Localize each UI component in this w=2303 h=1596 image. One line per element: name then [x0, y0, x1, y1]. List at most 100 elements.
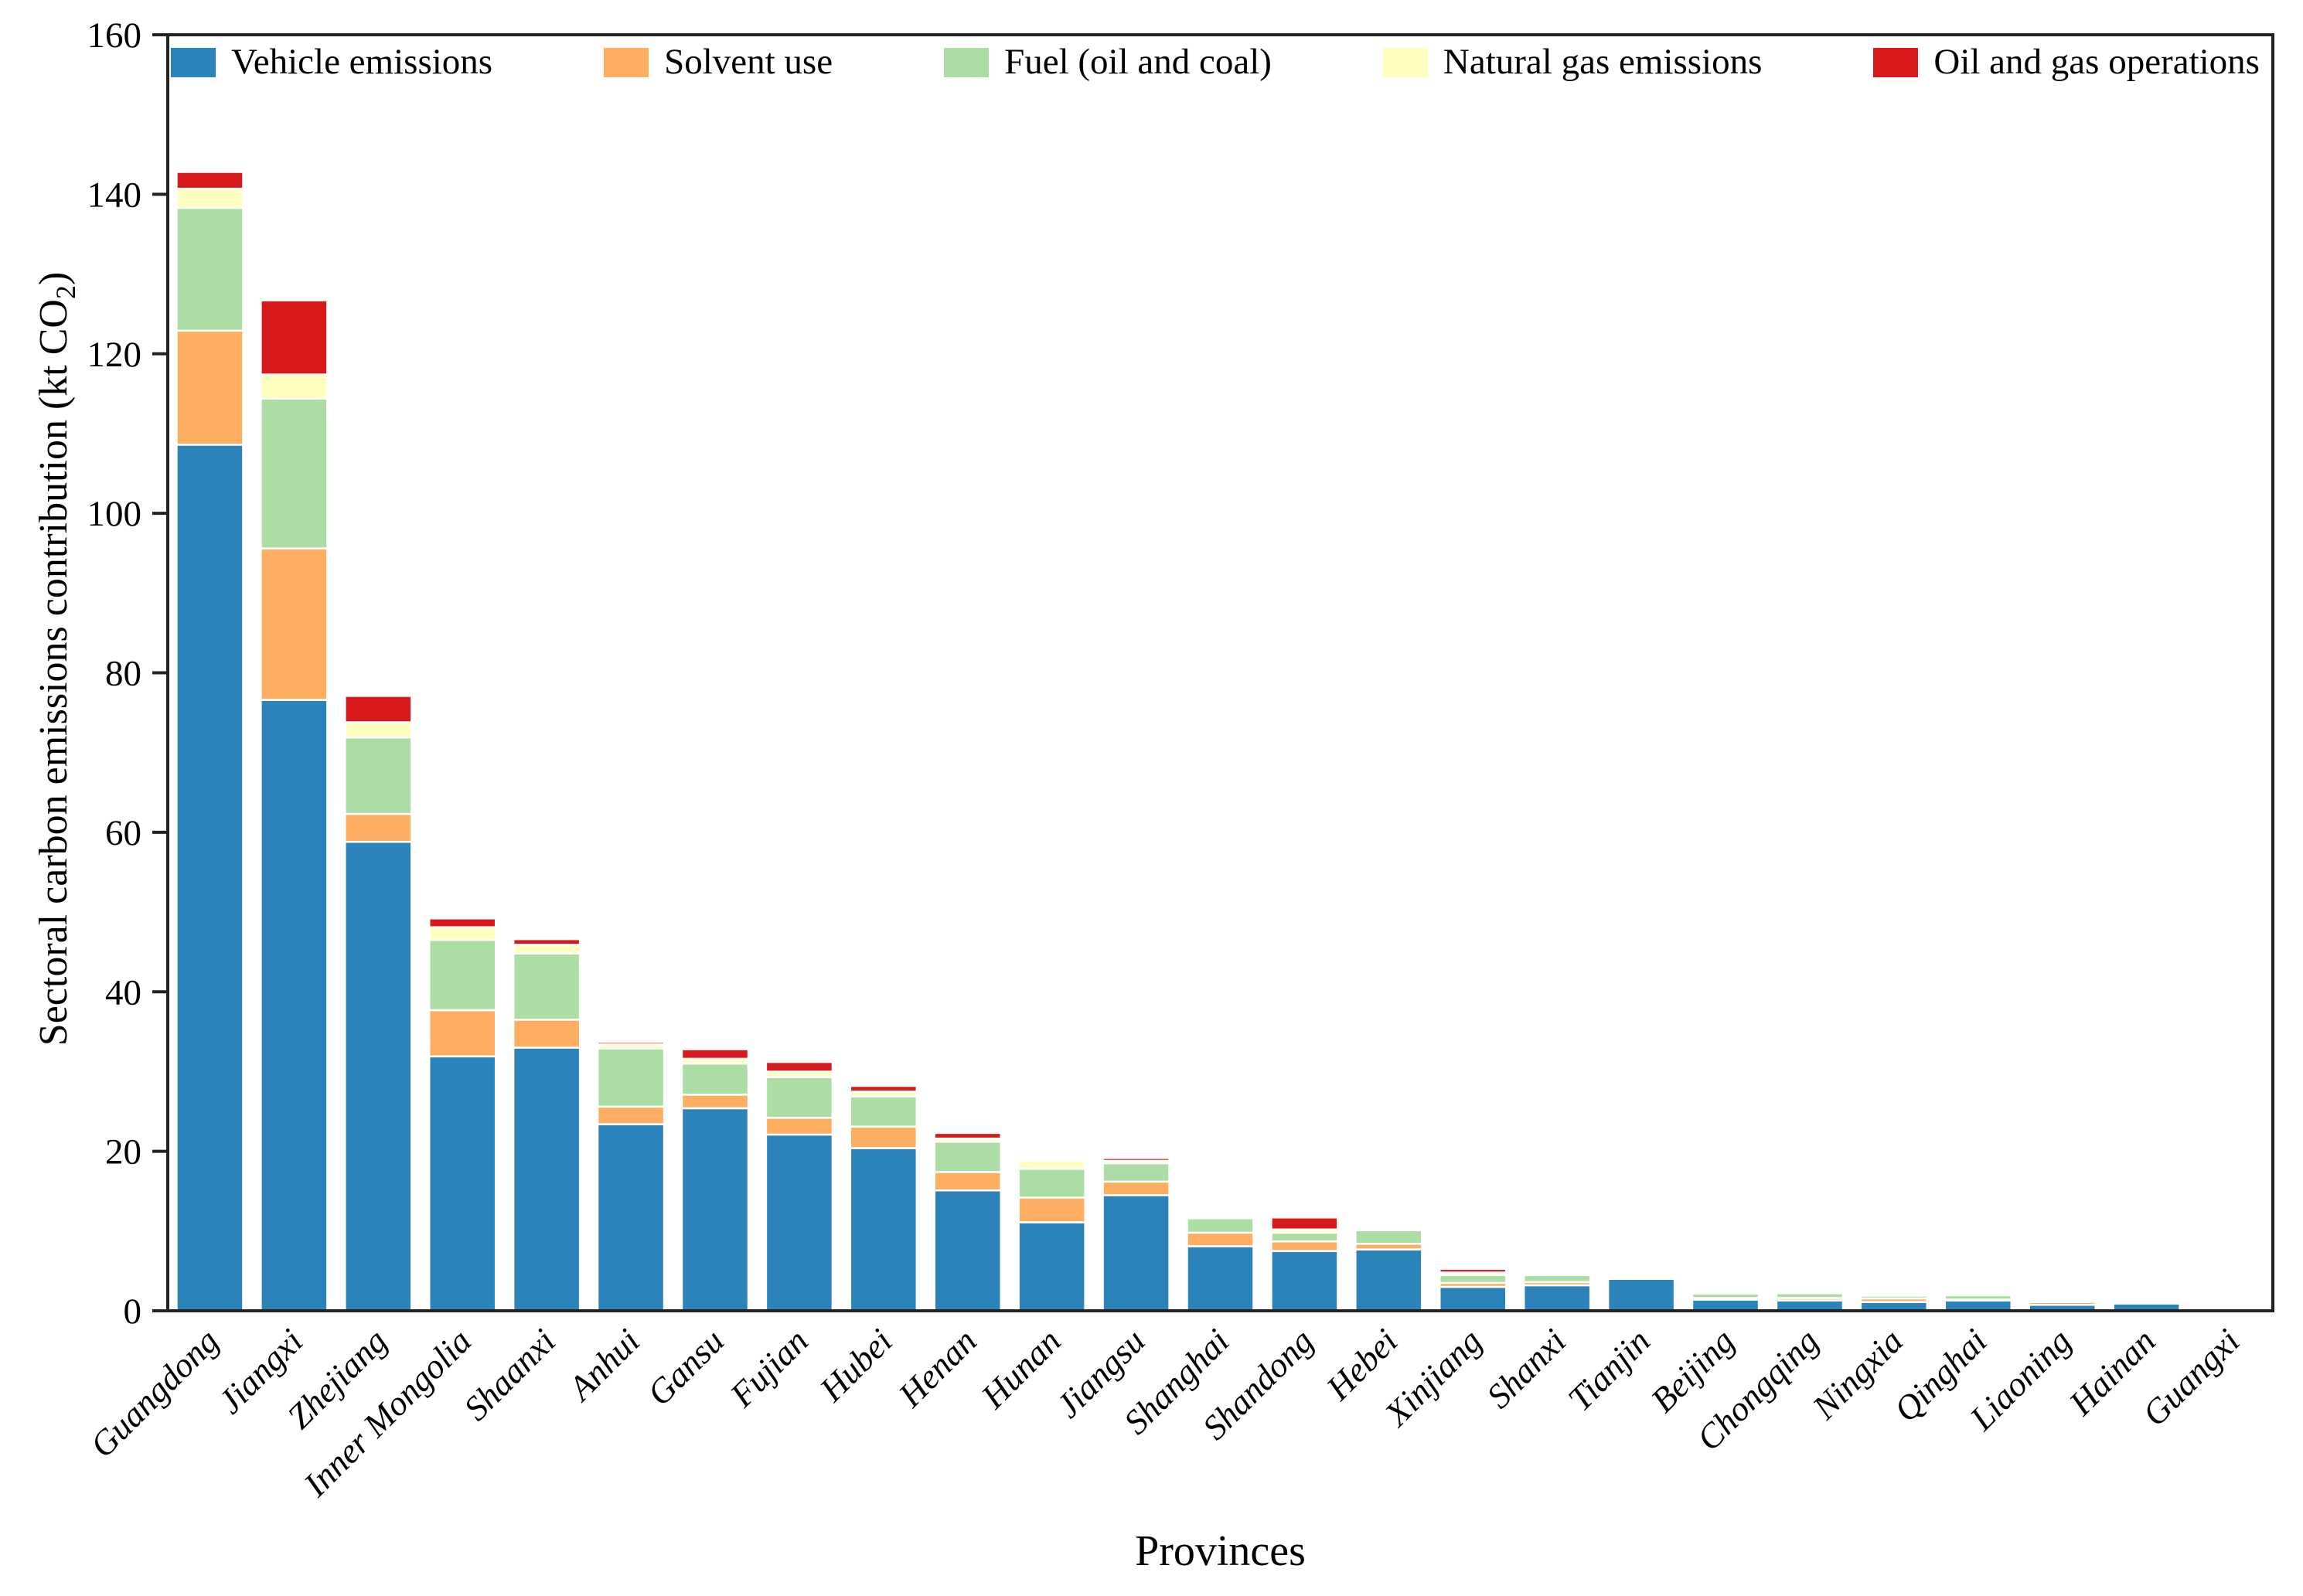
bar-segment — [260, 299, 329, 376]
bar-segment — [1017, 1159, 1086, 1170]
legend-label: Oil and gas operations — [1933, 42, 2260, 82]
bar-chongqing — [1775, 1292, 1845, 1312]
x-tick-label: Shanxi — [1479, 1322, 1573, 1416]
bar-segment — [680, 1062, 750, 1096]
bar-segment — [765, 1076, 834, 1119]
bar-segment — [428, 926, 497, 941]
bar-inner-mongolia — [428, 917, 497, 1312]
bar-segment — [1439, 1274, 1508, 1285]
x-tick-label: Shaanxi — [456, 1322, 563, 1428]
bar-segment — [933, 1189, 1002, 1312]
bar-guangdong — [175, 171, 244, 1312]
bar-segment — [1522, 1274, 1592, 1284]
bar-segment — [428, 1009, 497, 1058]
bar-segment — [596, 1105, 666, 1125]
bar-shanghai — [1186, 1217, 1255, 1312]
bar-segment — [428, 1055, 497, 1312]
legend-item-fuel-oil-and-coal-: Fuel (oil and coal) — [944, 44, 1272, 80]
bar-segment — [1102, 1162, 1170, 1183]
bar-segment — [428, 938, 497, 1012]
bar-jiangsu — [1102, 1157, 1170, 1312]
bar-segment — [260, 547, 329, 701]
bar-segment — [1944, 1294, 2013, 1301]
bar-gansu — [680, 1048, 750, 1312]
bar-segment — [428, 917, 497, 928]
bar-segment — [680, 1107, 750, 1312]
y-axis-title-suffix: ) — [31, 271, 76, 286]
bar-segment — [765, 1060, 834, 1073]
bar-segment — [765, 1133, 834, 1312]
bar-xinjiang — [1439, 1268, 1508, 1312]
chart-legend: Vehicle emissions Solvent use Fuel (oil an… — [171, 44, 2260, 80]
legend-label: Fuel (oil and coal) — [1004, 42, 1272, 82]
y-tick-label: 80 — [105, 654, 141, 694]
bar-segment — [1691, 1291, 1760, 1295]
bar-tianjin — [1606, 1273, 1676, 1312]
x-tick-label: Henan — [891, 1322, 984, 1415]
bar-segment — [512, 938, 581, 946]
y-tick-label: 120 — [87, 335, 142, 375]
bar-segment — [849, 1147, 918, 1312]
legend-swatch-icon — [171, 47, 216, 77]
bar-segment — [1775, 1292, 1845, 1299]
bar-segment — [2112, 1301, 2181, 1305]
legend-swatch-icon — [604, 47, 649, 77]
y-axis-title-subscript: 2 — [50, 285, 82, 300]
bar-segment — [512, 952, 581, 1021]
legend-item-natural-gas-emissions: Natural gas emissions — [1382, 44, 1762, 80]
bar-segment — [260, 397, 329, 550]
bar-segment — [1270, 1240, 1339, 1252]
bar-segment — [175, 444, 244, 1312]
y-axis-title-text: Sectoral carbon emissions contribution (… — [31, 299, 76, 1046]
bar-segment — [1439, 1285, 1508, 1312]
bar-segment — [1102, 1194, 1170, 1312]
bar-segment — [1354, 1229, 1423, 1245]
bar-zhejiang — [344, 695, 413, 1312]
y-axis-title: Sectoral carbon emissions contribution (… — [31, 272, 82, 1046]
x-tick-label: Ningxia — [1804, 1322, 1910, 1428]
bar-segment — [1439, 1268, 1508, 1274]
y-tick-label: 20 — [105, 1132, 141, 1172]
bar-segment — [849, 1095, 918, 1128]
bar-segment — [344, 721, 413, 739]
x-tick-label: Anhui — [560, 1322, 647, 1409]
bar-segment — [1186, 1245, 1255, 1312]
bar-segment — [175, 329, 244, 446]
bar-liaoning — [2028, 1300, 2097, 1312]
x-tick-label: Fujian — [722, 1322, 816, 1415]
bar-segment — [1775, 1299, 1845, 1312]
bar-segment — [512, 1019, 581, 1049]
bar-segment — [344, 736, 413, 815]
legend-item-oil-and-gas-operations: Oil and gas operations — [1873, 44, 2260, 80]
legend-swatch-icon — [944, 47, 990, 77]
bar-segment — [1522, 1284, 1592, 1312]
bar-segment — [1186, 1231, 1255, 1247]
x-tick-label: Guangdong — [83, 1322, 227, 1465]
y-tick-label: 60 — [105, 813, 141, 853]
bar-jiangxi — [260, 299, 329, 1312]
bar-segment — [765, 1117, 834, 1136]
bar-segment — [933, 1131, 1002, 1140]
bar-shaanxi — [512, 938, 581, 1312]
bar-segment — [933, 1171, 1002, 1192]
bar-segment — [680, 1048, 750, 1060]
bar-shanxi — [1522, 1272, 1592, 1312]
bar-segment — [175, 187, 244, 209]
bar-segment — [1017, 1221, 1086, 1312]
bar-segment — [1102, 1157, 1170, 1162]
bar-hubei — [849, 1084, 918, 1312]
bar-segment — [1354, 1248, 1423, 1312]
x-tick-label: Gansu — [640, 1322, 731, 1413]
bar-segment — [1186, 1217, 1255, 1234]
bar-segment — [1270, 1250, 1339, 1312]
bar-segment — [344, 812, 413, 843]
bar-hebei — [1354, 1227, 1423, 1312]
bar-segment — [260, 699, 329, 1312]
bar-anhui — [596, 1041, 666, 1312]
bar-segment — [344, 841, 413, 1312]
bar-segment — [175, 206, 244, 332]
y-tick-label: 40 — [105, 972, 141, 1012]
